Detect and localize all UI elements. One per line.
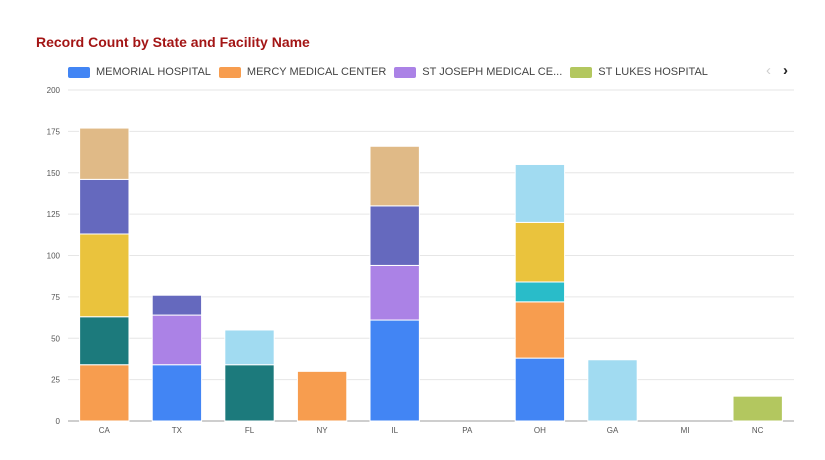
bar-segment[interactable] bbox=[224, 329, 275, 366]
y-tick-label: 75 bbox=[51, 293, 60, 302]
legend-prev-page-icon[interactable]: ‹ bbox=[766, 62, 771, 79]
bar-segment[interactable] bbox=[514, 221, 566, 283]
legend-next-page-icon[interactable]: › bbox=[783, 62, 788, 79]
legend-swatch bbox=[218, 66, 241, 78]
y-tick-label: 100 bbox=[47, 252, 61, 261]
x-tick-label: CA bbox=[99, 426, 111, 435]
bar-segment[interactable] bbox=[224, 364, 275, 422]
legend-swatch bbox=[570, 66, 593, 78]
x-tick-label: MI bbox=[681, 426, 690, 435]
x-tick-label: FL bbox=[245, 426, 255, 435]
legend-item-st-lukes-hospital[interactable]: ST LUKES HOSPITAL bbox=[570, 66, 708, 78]
legend-label: ST LUKES HOSPITAL bbox=[598, 66, 708, 78]
bar-segment[interactable] bbox=[514, 163, 566, 223]
legend-item-mercy-medical-center[interactable]: MERCY MEDICAL CENTER bbox=[218, 66, 387, 78]
x-tick-label: PA bbox=[462, 426, 473, 435]
y-tick-label: 175 bbox=[47, 127, 61, 136]
x-tick-label: NC bbox=[752, 426, 764, 435]
bar-segment[interactable] bbox=[79, 127, 130, 180]
y-tick-label: 200 bbox=[47, 86, 61, 95]
bar-segment[interactable] bbox=[79, 233, 130, 318]
legend-label: MERCY MEDICAL CENTER bbox=[246, 66, 387, 78]
bar-segment[interactable] bbox=[732, 395, 783, 422]
legend-item-memorial-hospital[interactable]: MEMORIAL HOSPITAL bbox=[68, 66, 211, 78]
bar-segment[interactable] bbox=[587, 359, 638, 422]
legend-label: MEMORIAL HOSPITAL bbox=[96, 66, 211, 78]
x-tick-label: NY bbox=[317, 426, 329, 435]
bar-segment[interactable] bbox=[296, 370, 348, 422]
bar-segment[interactable] bbox=[79, 364, 130, 422]
legend-label: ST JOSEPH MEDICAL CE... bbox=[422, 66, 563, 78]
y-tick-label: 0 bbox=[56, 417, 61, 426]
bar-segment[interactable] bbox=[151, 314, 203, 366]
bar-segment[interactable] bbox=[79, 178, 130, 235]
bar-segment[interactable] bbox=[79, 316, 130, 366]
bar-segment[interactable] bbox=[369, 264, 420, 321]
x-tick-label: OH bbox=[534, 426, 546, 435]
y-tick-label: 150 bbox=[47, 169, 61, 178]
bar-segment[interactable] bbox=[369, 205, 420, 266]
chart-title: Record Count by State and Facility Name bbox=[36, 34, 310, 50]
bar-segment[interactable] bbox=[151, 364, 203, 422]
x-tick-label: GA bbox=[607, 426, 619, 435]
bar-segment[interactable] bbox=[369, 319, 420, 422]
bar-segment[interactable] bbox=[514, 357, 566, 422]
chart-legend: MEMORIAL HOSPITAL MERCY MEDICAL CENTER S… bbox=[68, 64, 716, 80]
y-tick-label: 50 bbox=[51, 334, 60, 343]
legend-swatch bbox=[394, 66, 417, 78]
bar-segment[interactable] bbox=[369, 145, 420, 207]
legend-swatch bbox=[68, 66, 90, 78]
y-tick-label: 25 bbox=[51, 376, 60, 385]
bar-segment[interactable] bbox=[514, 281, 566, 303]
y-tick-label: 125 bbox=[47, 210, 61, 219]
x-tick-label: TX bbox=[172, 426, 183, 435]
legend-item-st-joseph-medical-center[interactable]: ST JOSEPH MEDICAL CE... bbox=[394, 66, 562, 78]
bar-segment[interactable] bbox=[514, 301, 566, 359]
x-tick-label: IL bbox=[391, 426, 398, 435]
bar-segment[interactable] bbox=[151, 294, 203, 316]
